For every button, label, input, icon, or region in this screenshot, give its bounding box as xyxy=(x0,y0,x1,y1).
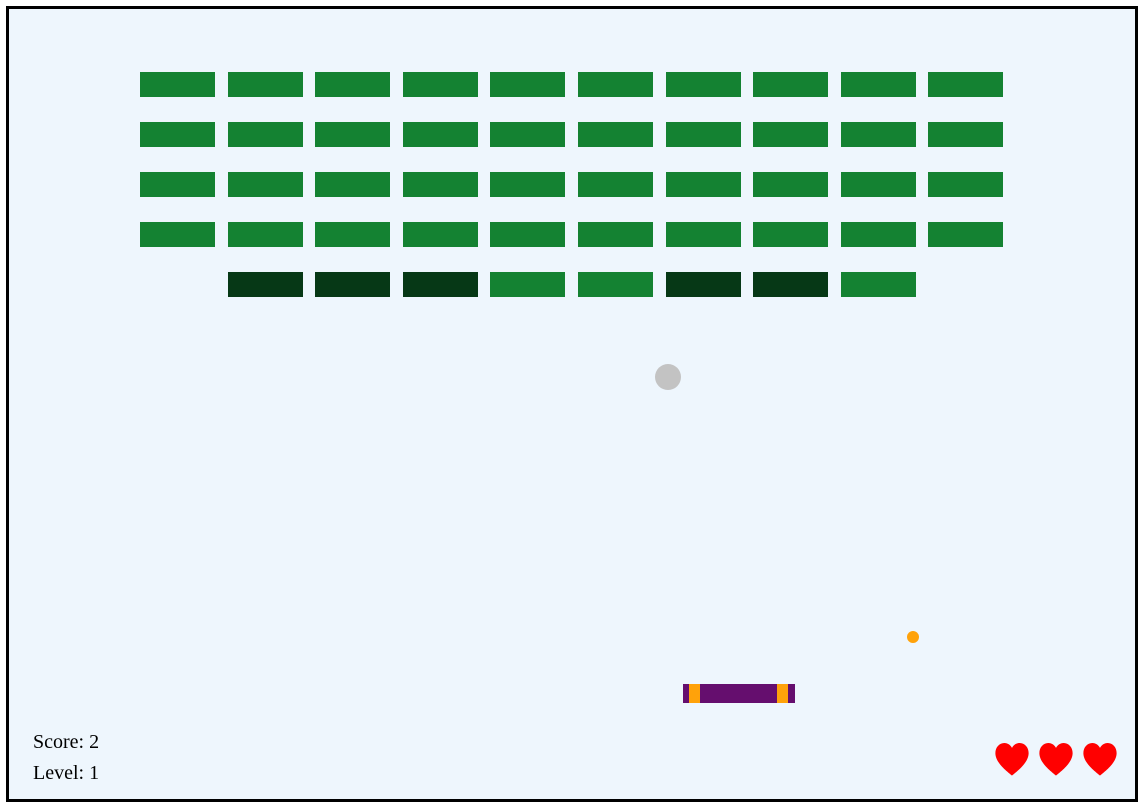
brick xyxy=(578,272,653,297)
brick xyxy=(753,222,828,247)
brick xyxy=(666,72,741,97)
brick xyxy=(753,272,828,297)
heart-icon xyxy=(1039,742,1073,776)
brick xyxy=(753,72,828,97)
brick xyxy=(490,222,565,247)
brick xyxy=(228,72,303,97)
brick xyxy=(228,122,303,147)
brick xyxy=(928,172,1003,197)
brick xyxy=(666,272,741,297)
brick xyxy=(666,172,741,197)
brick xyxy=(315,222,390,247)
brick xyxy=(140,222,215,247)
score-label: Score: 2 xyxy=(33,731,100,753)
brick xyxy=(403,72,478,97)
brick xyxy=(315,172,390,197)
brick xyxy=(490,172,565,197)
game-canvas[interactable]: Score: 2 Level: 1 xyxy=(6,6,1138,802)
powerup-ball xyxy=(907,631,919,643)
brick xyxy=(315,72,390,97)
paddle-left-cap xyxy=(689,684,700,703)
brick xyxy=(928,222,1003,247)
brick xyxy=(928,72,1003,97)
brick xyxy=(578,122,653,147)
brick xyxy=(753,122,828,147)
brick xyxy=(841,122,916,147)
brick xyxy=(578,172,653,197)
brick xyxy=(666,222,741,247)
brick xyxy=(315,272,390,297)
brick xyxy=(841,172,916,197)
brick xyxy=(228,272,303,297)
brick xyxy=(666,122,741,147)
brick xyxy=(841,72,916,97)
brick xyxy=(140,122,215,147)
lives-indicator xyxy=(993,741,1119,777)
brick xyxy=(578,222,653,247)
hud: Score: 2 Level: 1 xyxy=(33,727,99,789)
level-display: Level: 1 xyxy=(33,758,99,789)
heart-icon xyxy=(1083,742,1117,776)
level-label: Level: 1 xyxy=(33,762,100,784)
score-display: Score: 2 xyxy=(33,727,99,758)
brick xyxy=(490,122,565,147)
brick xyxy=(490,272,565,297)
brick xyxy=(753,172,828,197)
brick xyxy=(315,122,390,147)
brick xyxy=(841,272,916,297)
brick xyxy=(490,72,565,97)
brick xyxy=(403,272,478,297)
brick xyxy=(140,172,215,197)
paddle-right-cap xyxy=(777,684,788,703)
brick xyxy=(403,172,478,197)
ball xyxy=(655,364,681,390)
brick xyxy=(928,122,1003,147)
brick xyxy=(578,72,653,97)
brick-field xyxy=(140,72,1010,302)
brick xyxy=(228,172,303,197)
brick xyxy=(140,72,215,97)
brick xyxy=(403,122,478,147)
heart-icon xyxy=(995,742,1029,776)
paddle[interactable] xyxy=(683,684,795,703)
brick xyxy=(228,222,303,247)
brick xyxy=(841,222,916,247)
brick xyxy=(403,222,478,247)
